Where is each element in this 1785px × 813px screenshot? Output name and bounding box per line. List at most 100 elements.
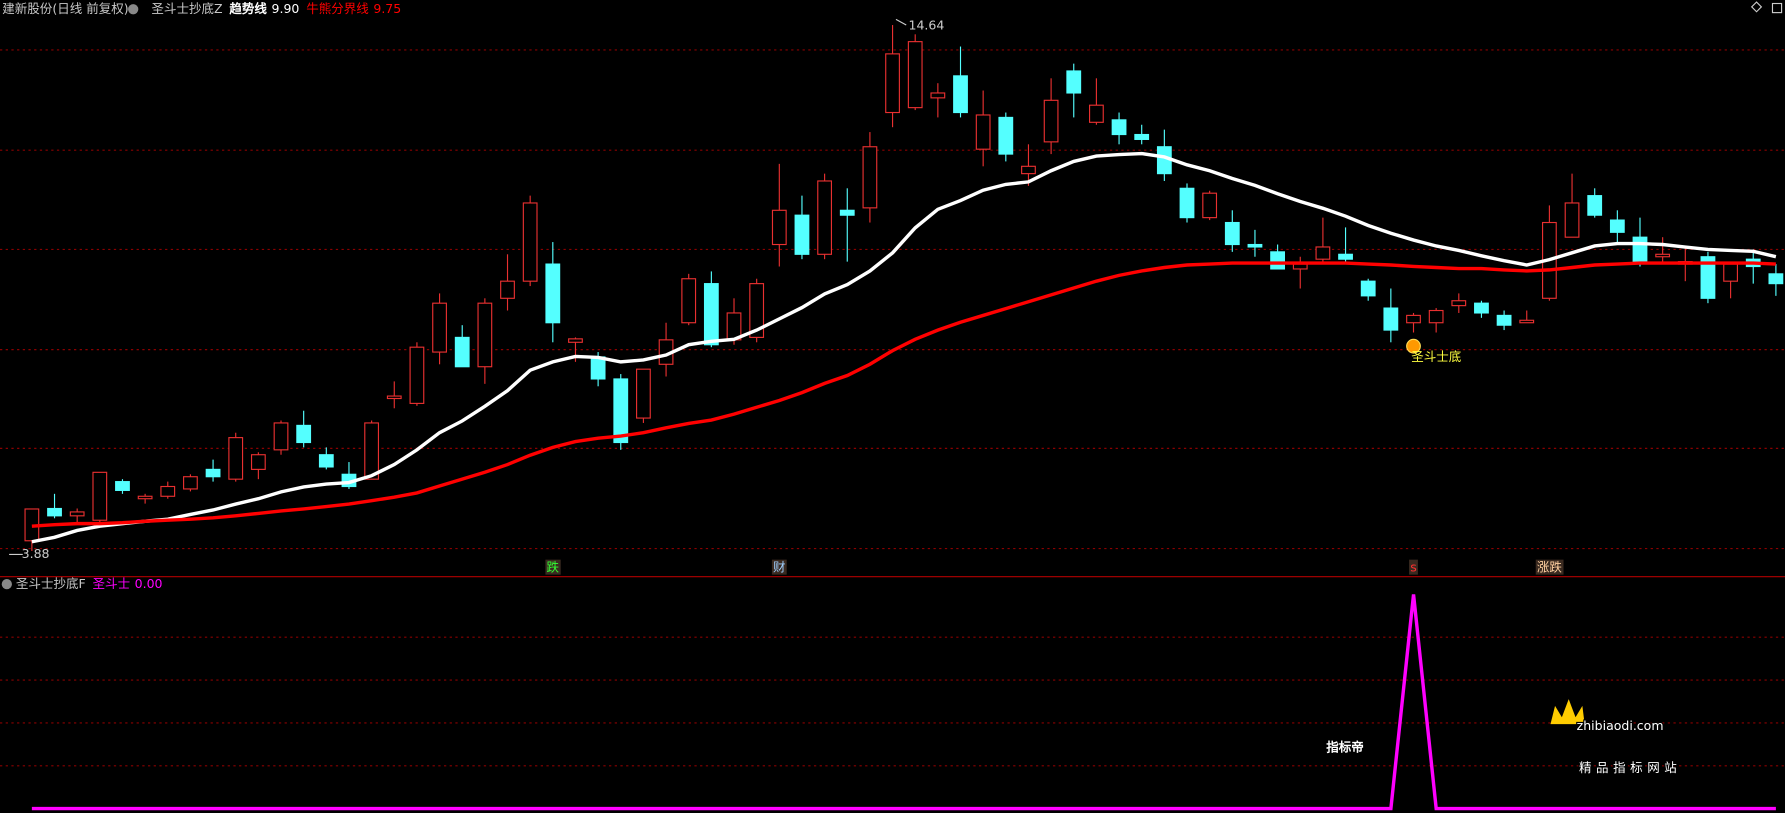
candle-body bbox=[1496, 314, 1512, 326]
candle-body bbox=[1179, 187, 1195, 219]
event-marker: 跌 bbox=[547, 560, 560, 575]
candle-body bbox=[613, 378, 629, 444]
panel-header: 圣斗士抄底F 圣斗士 0.00 bbox=[16, 576, 163, 591]
candle-body bbox=[69, 511, 85, 517]
event-marker: 涨跌 bbox=[1537, 560, 1563, 575]
annotation: 圣斗士底 bbox=[1411, 349, 1461, 364]
candle-body bbox=[477, 302, 493, 368]
candle-body bbox=[1360, 280, 1376, 297]
candle-body bbox=[1315, 246, 1331, 260]
candle-body bbox=[296, 424, 312, 444]
candle-body bbox=[47, 507, 62, 517]
candle-body bbox=[1066, 70, 1082, 94]
candle-body bbox=[160, 485, 176, 497]
candle-body bbox=[183, 476, 198, 490]
candle-body bbox=[1406, 314, 1421, 324]
candle-body bbox=[1609, 219, 1625, 233]
candle-body bbox=[1700, 256, 1716, 299]
event-marker: 财 bbox=[773, 560, 786, 575]
candle-body bbox=[273, 422, 289, 451]
indicator-name: 圣斗士抄底F bbox=[16, 576, 86, 591]
candle-body bbox=[794, 214, 810, 255]
candle-body bbox=[500, 280, 515, 299]
candle-body bbox=[205, 468, 221, 478]
event-bg bbox=[771, 559, 787, 575]
crown-icon bbox=[1550, 699, 1585, 725]
candle-body bbox=[862, 146, 878, 209]
candle-body bbox=[1247, 243, 1263, 248]
indicator-name: 圣斗士抄底Z bbox=[151, 1, 223, 16]
candle-body bbox=[636, 368, 651, 419]
trend-line bbox=[31, 261, 1776, 528]
candle-body bbox=[137, 495, 153, 500]
candle-body bbox=[364, 422, 380, 480]
candle-body bbox=[885, 53, 900, 114]
corner-icon[interactable] bbox=[1771, 2, 1783, 14]
candle-body bbox=[1768, 273, 1784, 285]
candle-body bbox=[1134, 133, 1150, 140]
candle-body bbox=[771, 209, 787, 246]
candle-body bbox=[386, 395, 402, 400]
candle-body bbox=[568, 338, 583, 343]
candle-body bbox=[522, 202, 538, 282]
candle-body bbox=[1043, 99, 1059, 143]
candle-body bbox=[1564, 202, 1580, 238]
candle-body bbox=[953, 75, 968, 114]
event-bg bbox=[545, 559, 561, 575]
candle-body bbox=[1383, 307, 1399, 331]
candle-body bbox=[975, 114, 991, 150]
candle-body bbox=[1292, 263, 1308, 270]
candle-body bbox=[1270, 251, 1286, 270]
candle-body bbox=[1474, 302, 1489, 314]
candle-body bbox=[250, 454, 266, 470]
signal-icon bbox=[1406, 338, 1421, 354]
legend-value: 9.90 bbox=[272, 1, 300, 16]
watermark-url: zhibiaodi.com bbox=[1577, 718, 1664, 733]
legend-name: 趋势线 bbox=[229, 1, 267, 16]
candle-body bbox=[590, 356, 606, 380]
candle-body bbox=[545, 263, 561, 324]
candle-body bbox=[1089, 104, 1104, 123]
candle-body bbox=[228, 437, 244, 480]
indicator-icon[interactable] bbox=[1, 578, 12, 590]
indicator-icon[interactable] bbox=[128, 4, 139, 15]
candle-body bbox=[1587, 195, 1603, 216]
candle-body bbox=[1723, 263, 1738, 282]
candle-body bbox=[1632, 236, 1648, 263]
candle-body bbox=[681, 278, 697, 324]
candle-body bbox=[1655, 253, 1671, 258]
candle-body bbox=[1338, 253, 1353, 260]
candle-body bbox=[930, 92, 946, 99]
corner-icon[interactable] bbox=[1750, 1, 1763, 13]
stock-title: 建新股份(日线 前复权) bbox=[2, 1, 128, 16]
candle-body bbox=[92, 471, 108, 521]
high-label: 14.64 bbox=[908, 18, 944, 33]
candle-body bbox=[318, 454, 334, 468]
watermark-brand: 指标帝 bbox=[1326, 740, 1364, 755]
candle-body bbox=[1111, 119, 1127, 136]
candle-body bbox=[1021, 165, 1036, 175]
candle-body bbox=[1202, 192, 1218, 219]
candle-body bbox=[749, 283, 765, 338]
candle-body bbox=[839, 209, 855, 216]
candle-body bbox=[1224, 221, 1240, 246]
candle-body bbox=[907, 41, 923, 109]
legend-name: 牛熊分界线 bbox=[306, 1, 369, 16]
candle-body bbox=[817, 180, 833, 255]
high-arrow bbox=[895, 18, 907, 26]
watermark-slogan: 精品指标网站 bbox=[1579, 760, 1681, 775]
candle-body bbox=[998, 116, 1014, 155]
candle-body bbox=[432, 302, 447, 353]
legend-value: 0.00 bbox=[135, 576, 163, 591]
candle-body bbox=[409, 346, 425, 404]
low-label: 3.88 bbox=[22, 546, 50, 561]
legend-value: 9.75 bbox=[373, 1, 401, 16]
event-bg bbox=[1535, 559, 1564, 575]
legend-name: 圣斗士 bbox=[93, 576, 131, 591]
candle-body bbox=[703, 283, 719, 346]
event-marker: s bbox=[1410, 560, 1417, 575]
candle-body bbox=[1428, 309, 1444, 324]
